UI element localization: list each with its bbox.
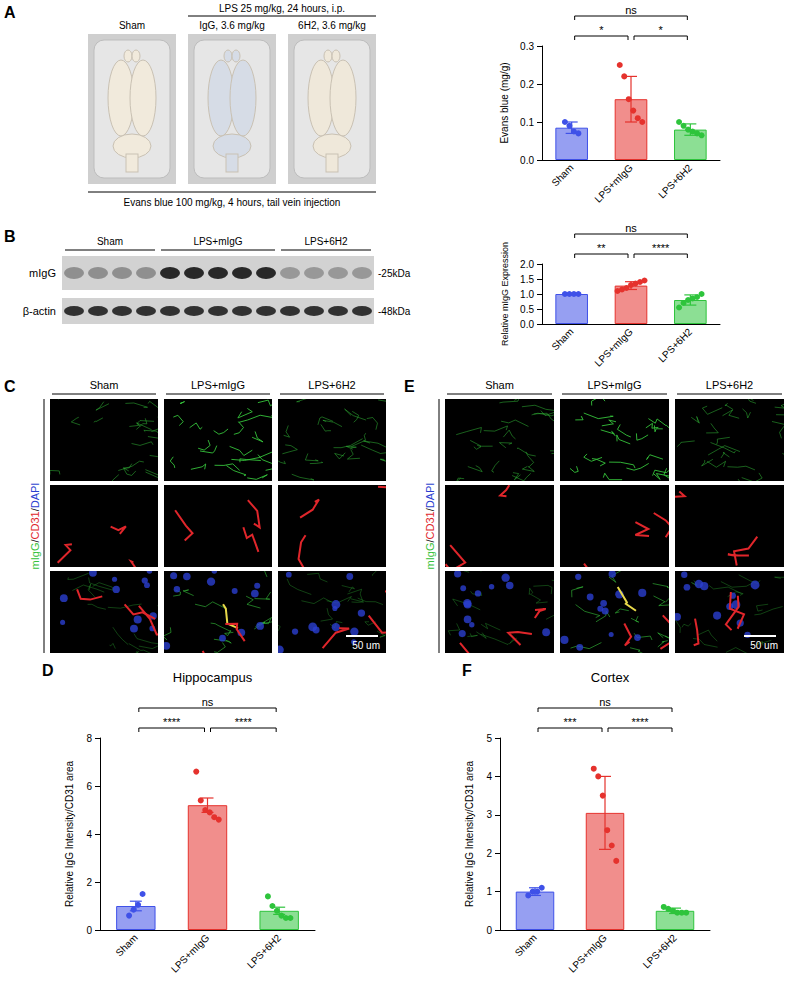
svg-text:C: C	[4, 378, 16, 395]
svg-text:LPS+6H2: LPS+6H2	[656, 326, 695, 365]
svg-text:0.2: 0.2	[520, 79, 534, 90]
svg-text:Sham: Sham	[119, 20, 145, 31]
svg-text:LPS+6H2: LPS+6H2	[706, 379, 753, 391]
svg-text:ns: ns	[625, 222, 637, 234]
svg-text:B: B	[4, 228, 16, 245]
svg-text:*: *	[599, 24, 604, 36]
svg-text:LPS+mIgG: LPS+mIgG	[193, 236, 242, 247]
svg-text:LPS+6H2: LPS+6H2	[304, 236, 348, 247]
svg-text:0: 0	[86, 925, 92, 936]
svg-text:****: ****	[163, 716, 181, 728]
svg-text:Relative IgG Intensity/CD31 ar: Relative IgG Intensity/CD31 area	[464, 760, 475, 907]
svg-text:-25kDa: -25kDa	[378, 268, 411, 279]
svg-text:Hippocampus: Hippocampus	[173, 670, 253, 685]
svg-text:****: ****	[652, 242, 670, 254]
svg-text:****: ****	[631, 716, 649, 728]
svg-text:2: 2	[486, 848, 492, 859]
svg-text:LPS+mIgG: LPS+mIgG	[592, 326, 635, 369]
svg-text:Sham: Sham	[485, 379, 514, 391]
svg-text:LPS+mIgG: LPS+mIgG	[587, 379, 641, 391]
svg-text:mIgG/CD31/DAPI: mIgG/CD31/DAPI	[424, 483, 436, 570]
svg-text:0.0: 0.0	[520, 155, 534, 166]
svg-text:1.0: 1.0	[520, 289, 534, 300]
svg-text:LPS+mIgG: LPS+mIgG	[169, 932, 212, 975]
svg-text:8: 8	[86, 733, 92, 744]
svg-text:Sham: Sham	[90, 379, 119, 391]
svg-text:Sham: Sham	[113, 932, 139, 958]
svg-text:Cortex: Cortex	[591, 670, 630, 685]
svg-text:4: 4	[486, 771, 492, 782]
svg-text:3: 3	[486, 809, 492, 820]
svg-text:*: *	[659, 24, 664, 36]
svg-text:0: 0	[486, 925, 492, 936]
svg-text:Sham: Sham	[513, 932, 539, 958]
svg-text:1.5: 1.5	[520, 274, 534, 285]
svg-text:ns: ns	[202, 696, 214, 708]
svg-text:mIgG: mIgG	[29, 267, 56, 279]
svg-text:Evans blue 100 mg/kg, 4 hours,: Evans blue 100 mg/kg, 4 hours, tail vein…	[124, 197, 341, 208]
svg-text:F: F	[462, 662, 472, 679]
svg-text:Relative IgG Intensity/CD31 ar: Relative IgG Intensity/CD31 area	[64, 760, 75, 907]
svg-text:D: D	[42, 662, 54, 679]
svg-text:ns: ns	[625, 4, 637, 16]
svg-text:2.0: 2.0	[520, 259, 534, 270]
svg-text:mIgG/CD31/DAPI: mIgG/CD31/DAPI	[29, 483, 41, 570]
svg-text:Relative mIgG Expression: Relative mIgG Expression	[500, 242, 510, 346]
svg-text:LPS+mIgG: LPS+mIgG	[191, 379, 245, 391]
svg-text:LPS+6H2: LPS+6H2	[245, 932, 284, 971]
svg-text:-48kDa: -48kDa	[378, 306, 411, 317]
svg-text:5: 5	[486, 733, 492, 744]
svg-text:Sham: Sham	[549, 162, 575, 188]
svg-text:A: A	[4, 4, 16, 21]
svg-text:4: 4	[86, 829, 92, 840]
svg-text:LPS 25 mg/kg, 24 hours, i.p.: LPS 25 mg/kg, 24 hours, i.p.	[219, 3, 345, 14]
svg-text:LPS+6H2: LPS+6H2	[656, 162, 695, 201]
svg-text:50 um: 50 um	[750, 640, 778, 651]
svg-text:LPS+6H2: LPS+6H2	[308, 379, 355, 391]
svg-text:0.0: 0.0	[520, 319, 534, 330]
svg-text:ns: ns	[599, 696, 611, 708]
svg-text:LPS+mIgG: LPS+mIgG	[566, 932, 609, 975]
svg-text:**: **	[597, 242, 606, 254]
svg-text:Sham: Sham	[97, 236, 123, 247]
svg-text:50 um: 50 um	[352, 640, 380, 651]
svg-text:6H2, 3.6 mg/kg: 6H2, 3.6 mg/kg	[298, 20, 366, 31]
svg-text:6: 6	[86, 781, 92, 792]
svg-text:β-actin: β-actin	[23, 305, 56, 317]
svg-text:***: ***	[564, 716, 578, 728]
svg-text:IgG, 3.6 mg/kg: IgG, 3.6 mg/kg	[199, 20, 265, 31]
svg-text:0.1: 0.1	[520, 117, 534, 128]
svg-text:2: 2	[86, 877, 92, 888]
svg-text:LPS+6H2: LPS+6H2	[641, 932, 680, 971]
svg-text:****: ****	[235, 716, 253, 728]
svg-text:1: 1	[486, 886, 492, 897]
svg-text:0.3: 0.3	[520, 41, 534, 52]
svg-text:E: E	[404, 378, 415, 395]
svg-text:Evans blue (mg/g): Evans blue (mg/g)	[499, 62, 510, 143]
svg-text:Sham: Sham	[549, 326, 575, 352]
svg-text:0.5: 0.5	[520, 304, 534, 315]
svg-text:LPS+mIgG: LPS+mIgG	[592, 162, 635, 205]
